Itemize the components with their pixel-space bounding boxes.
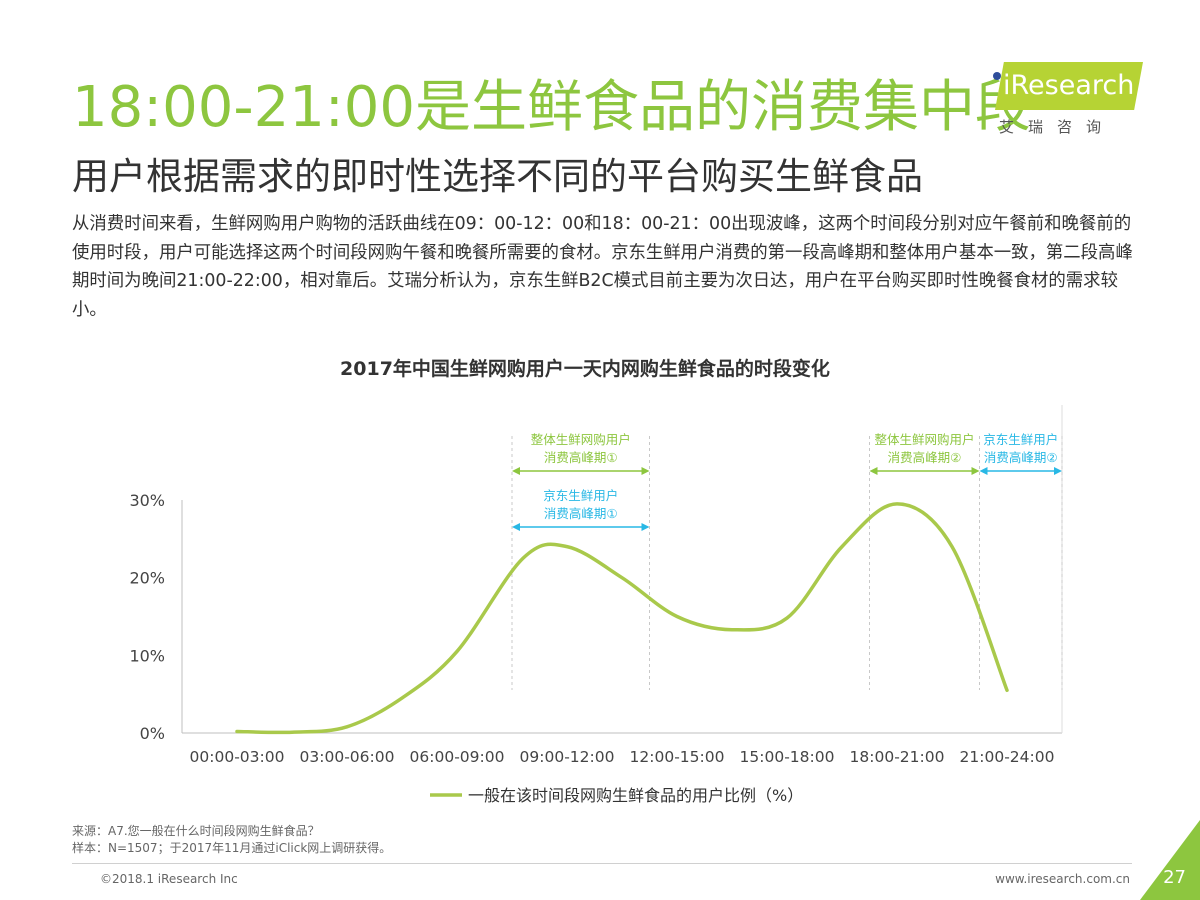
annotation-label: 京东生鲜用户	[983, 432, 1058, 447]
website: www.iresearch.com.cn	[995, 872, 1130, 886]
y-tick-label: 0%	[140, 724, 165, 743]
series-line	[235, 502, 1009, 735]
annotation-label: 消费高峰期②	[888, 450, 962, 465]
x-tick-label: 03:00-06:00	[300, 748, 395, 766]
page-number: 27	[1163, 867, 1186, 888]
annotation-arrow-left	[869, 467, 878, 475]
y-tick-label: 20%	[129, 569, 165, 588]
x-tick-label: 06:00-09:00	[410, 748, 505, 766]
logo-band: iResearch	[995, 62, 1143, 110]
logo-chinese-name: 艾瑞咨询	[999, 118, 1116, 136]
logo-text: iResearch	[1003, 70, 1135, 101]
annotation-label: 消费高峰期①	[544, 506, 618, 521]
x-tick-label: 15:00-18:00	[740, 748, 835, 766]
annotation-label: 消费高峰期②	[984, 450, 1058, 465]
source-note: 来源：A7.您一般在什么时间段网购生鲜食品？	[72, 824, 320, 838]
annotation-label: 消费高峰期①	[544, 450, 618, 465]
annotation-arrow-left	[512, 467, 520, 475]
analysis-paragraph: 从消费时间来看，生鲜网购用户购物的活跃曲线在09：00-12：00和18：00-…	[72, 214, 1133, 320]
footer-divider	[72, 863, 1132, 864]
annotation-arrow-right	[641, 467, 650, 475]
annotation-label: 京东生鲜用户	[543, 488, 618, 503]
annotation-arrow-right	[971, 467, 980, 475]
logo-dot-icon	[993, 72, 1001, 80]
x-tick-label: 18:00-21:00	[850, 748, 945, 766]
legend-label: 一般在该时间段网购生鲜食品的用户比例（%）	[468, 786, 803, 805]
copyright: ©2018.1 iResearch Inc	[100, 872, 238, 886]
annotation-arrow-left	[512, 523, 520, 531]
iresearch-logo: iResearch 艾瑞咨询	[985, 62, 1145, 137]
x-tick-label: 21:00-24:00	[960, 748, 1055, 766]
x-tick-label: 12:00-15:00	[630, 748, 725, 766]
x-tick-label: 09:00-12:00	[520, 748, 615, 766]
sample-note: 样本：N=1507；于2017年11月通过iClick网上调研获得。	[72, 841, 392, 855]
chart-title: 2017年中国生鲜网购用户一天内网购生鲜食品的时段变化	[340, 357, 830, 380]
page-subtitle: 用户根据需求的即时性选择不同的平台购买生鲜食品	[72, 155, 923, 198]
annotation-arrow-right	[1054, 467, 1062, 475]
x-tick-label: 00:00-03:00	[190, 748, 285, 766]
page-title: 18:00-21:00是生鲜食品的消费集中段	[72, 75, 1031, 140]
annotation-arrow-left	[979, 467, 988, 475]
annotation-label: 整体生鲜网购用户	[874, 432, 974, 447]
y-tick-label: 30%	[129, 491, 165, 510]
annotation-label: 整体生鲜网购用户	[531, 432, 631, 447]
y-tick-label: 10%	[129, 646, 165, 665]
annotation-arrow-right	[641, 523, 650, 531]
